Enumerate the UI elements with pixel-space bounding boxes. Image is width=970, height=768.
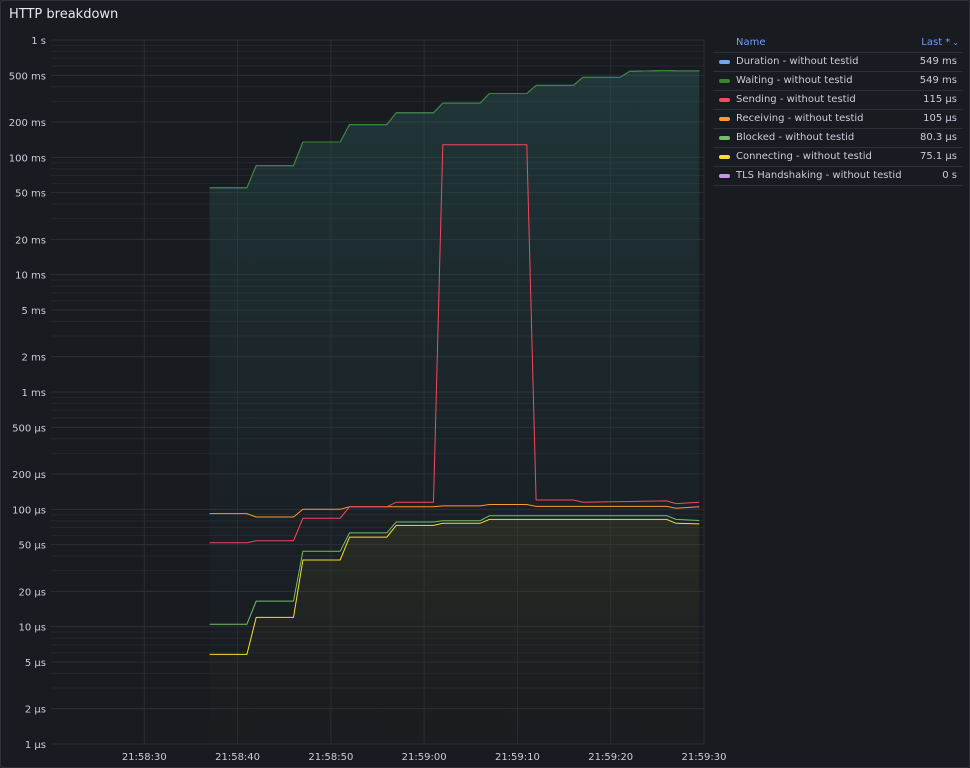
x-tick-label: 21:59:30 [682, 752, 727, 763]
legend-item-name: Blocked - without testid [736, 132, 855, 143]
y-tick-label: 2 ms [22, 353, 47, 364]
legend-swatch [719, 174, 730, 178]
y-tick-label: 500 µs [12, 423, 46, 434]
legend-item-name: TLS Handshaking - without testid [736, 170, 902, 181]
y-tick-label: 5 µs [25, 658, 46, 669]
y-tick-label: 100 µs [12, 505, 46, 516]
legend-item[interactable]: Blocked - without testid 80.3 µs [713, 129, 963, 148]
legend-item[interactable]: TLS Handshaking - without testid 0 s [713, 167, 963, 186]
legend-item-last: 75.1 µs [919, 151, 957, 162]
legend-item-last: 105 µs [923, 113, 957, 124]
x-tick-label: 21:58:50 [308, 752, 353, 763]
legend-swatch [719, 98, 730, 102]
y-tick-label: 20 ms [15, 235, 46, 246]
legend-name-header[interactable]: Name [736, 37, 766, 48]
legend-item-name: Connecting - without testid [736, 151, 872, 162]
series-line-blocked-without-testid [209, 515, 700, 625]
legend-item-name: Duration - without testid [736, 56, 859, 67]
legend-item[interactable]: Connecting - without testid 75.1 µs [713, 148, 963, 167]
y-tick-label: 5 ms [22, 306, 47, 317]
legend-item-name: Sending - without testid [736, 94, 856, 105]
x-tick-label: 21:59:20 [588, 752, 633, 763]
x-tick-label: 21:59:00 [402, 752, 447, 763]
y-tick-label: 200 µs [12, 470, 46, 481]
y-tick-label: 500 ms [9, 71, 46, 82]
legend-item[interactable]: Waiting - without testid 549 ms [713, 72, 963, 91]
legend-item-last: 80.3 µs [919, 132, 957, 143]
y-tick-label: 20 µs [19, 587, 46, 598]
legend-item-last: 115 µs [923, 94, 957, 105]
legend-swatch [719, 136, 730, 140]
legend-last-header[interactable]: Last * ⌄ [921, 37, 959, 48]
legend-item-name: Waiting - without testid [736, 75, 853, 86]
legend-item-last: 0 s [942, 170, 957, 181]
connecting-area-fill [209, 519, 700, 744]
y-tick-label: 1 s [31, 36, 46, 47]
legend-header: Name Last * ⌄ [713, 34, 963, 53]
series-line-receiving-without-testid [209, 504, 700, 518]
series-line-waiting-without-testid [209, 69, 700, 189]
x-tick-label: 21:58:40 [215, 752, 260, 763]
legend-swatch [719, 117, 730, 121]
legend-item[interactable]: Duration - without testid 549 ms [713, 53, 963, 72]
x-tick-label: 21:58:30 [122, 752, 167, 763]
y-tick-label: 10 µs [19, 623, 46, 634]
legend-table: Name Last * ⌄ Duration - without testid 54… [713, 34, 963, 186]
x-tick-label: 21:59:10 [495, 752, 540, 763]
y-tick-label: 100 ms [9, 153, 46, 164]
legend-item[interactable]: Sending - without testid 115 µs [713, 91, 963, 110]
legend-swatch [719, 155, 730, 159]
legend-swatch [719, 79, 730, 83]
y-tick-label: 10 ms [15, 271, 46, 282]
y-tick-label: 2 µs [25, 705, 46, 716]
y-tick-label: 200 ms [9, 118, 46, 129]
y-tick-label: 1 µs [25, 740, 46, 751]
y-tick-label: 1 ms [22, 388, 47, 399]
series-line-connecting-without-testid [209, 518, 700, 655]
legend-item-name: Receiving - without testid [736, 113, 864, 124]
y-tick-label: 50 ms [15, 189, 46, 200]
legend-swatch [719, 60, 730, 64]
panel-title[interactable]: HTTP breakdown [9, 7, 119, 22]
legend-item-last: 549 ms [919, 75, 957, 86]
legend-item[interactable]: Receiving - without testid 105 µs [713, 110, 963, 129]
legend-item-last: 549 ms [919, 56, 957, 67]
series-line-sending-without-testid [209, 144, 700, 544]
chevron-down-icon: ⌄ [952, 38, 959, 47]
y-tick-label: 50 µs [19, 541, 46, 552]
